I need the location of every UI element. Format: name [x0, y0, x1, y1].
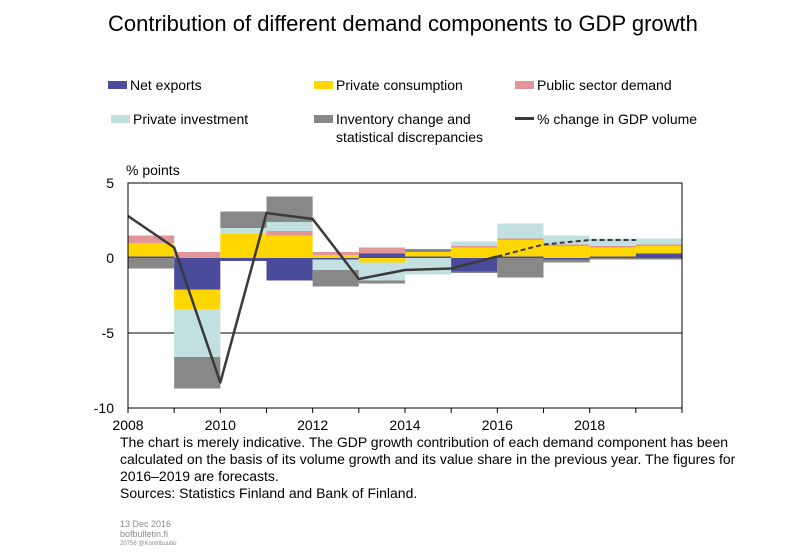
bar-segment-private-2018	[589, 247, 636, 257]
legend-item-public-sector-demand: Public sector demand	[515, 76, 672, 94]
y-tick-label: -5	[102, 325, 115, 341]
bar-segment-private-2012	[312, 259, 359, 270]
bar-segment-net-2008	[128, 256, 175, 258]
bar-segment-inventory-2010	[220, 211, 267, 228]
bar-segment-inventory-2015	[451, 271, 498, 273]
bar-segment-public-2017	[543, 244, 590, 246]
bar-segment-net-2014	[405, 256, 452, 258]
y-tick-label: -10	[94, 400, 114, 416]
x-tick-label: 2014	[389, 417, 420, 433]
bar-segment-private-2015	[451, 247, 498, 258]
bar-segment-public-2011	[266, 231, 313, 236]
bar-segment-net-2019	[635, 253, 682, 258]
bar-segment-private-2017	[543, 235, 590, 245]
legend-label: Net exports	[130, 77, 202, 93]
sources-text: Sources: Statistics Finland and Bank of …	[120, 485, 418, 501]
bar-segment-private-2013	[358, 258, 405, 263]
bar-segment-public-2012	[312, 252, 359, 255]
bar-segment-private-2008	[128, 243, 175, 257]
legend-item-private-investment: Private investment	[111, 110, 249, 128]
x-tick-label: 2018	[574, 417, 605, 433]
bar-segment-net-2016	[497, 256, 544, 258]
legend-label: Private consumption	[336, 77, 463, 93]
bar-segment-private-2010	[220, 228, 267, 234]
legend-item-gdp-volume: % change in GDP volume	[515, 110, 698, 128]
bar-segment-inventory-2008	[128, 258, 175, 269]
legend-item-net-exports: Net exports	[108, 76, 202, 94]
footer: 13 Dec 2016 bofbulletin.fi 20756 @Kontri…	[120, 519, 176, 549]
bar-segment-private-2011	[266, 235, 313, 258]
bar-segment-public-2008	[128, 235, 175, 243]
chart-title: Contribution of different demand compone…	[108, 11, 698, 36]
bar-segment-private-2019	[635, 246, 682, 254]
bar-segment-private-2016	[497, 240, 544, 257]
y-axis-label: % points	[126, 162, 180, 178]
bar-segment-net-2010	[220, 258, 267, 261]
legend-label: Private investment	[133, 111, 249, 127]
legend-item-inventory-change: Inventory change and statistical discrep…	[314, 110, 511, 146]
x-tick-label: 2008	[112, 417, 143, 433]
bar-segment-net-2018	[589, 256, 636, 258]
footer-site: bofbulletin.fi	[120, 529, 169, 539]
bar-segment-inventory-2018	[589, 258, 636, 260]
bar-segment-private-2012	[312, 255, 359, 258]
bar-segment-private-2019	[635, 238, 682, 245]
bar-segment-public-2009	[174, 252, 221, 258]
bar-segment-inventory-2012	[312, 270, 359, 287]
legend-swatch	[111, 115, 130, 123]
legend-swatch	[515, 117, 534, 120]
bar-segment-inventory-2017	[543, 259, 590, 263]
bar-segment-net-2011	[266, 258, 313, 281]
bar-segment-private-2016	[497, 223, 544, 239]
bar-segment-inventory-2019	[635, 258, 682, 260]
legend-swatch	[314, 81, 333, 89]
bar-segment-net-2015	[451, 258, 498, 272]
bar-segment-public-2015	[451, 246, 498, 248]
legend-swatch	[515, 81, 534, 89]
bar-segment-inventory-2014	[405, 249, 452, 252]
legend-label: Public sector demand	[537, 77, 672, 93]
legend-label: % change in GDP volume	[537, 111, 698, 127]
bar-segment-public-2018	[589, 246, 636, 248]
bar-segment-inventory-2013	[358, 280, 405, 284]
y-tick-label: 0	[106, 250, 114, 266]
bar-segment-inventory-2016	[497, 258, 544, 278]
legend-item-private-consumption: Private consumption	[314, 76, 463, 94]
bar-segment-public-2016	[497, 238, 544, 240]
legend-swatch	[108, 81, 127, 89]
note-text: The chart is merely indicative. The GDP …	[120, 434, 736, 484]
bar-segment-private-2014	[405, 252, 452, 257]
bar-segment-private-2015	[451, 241, 498, 246]
bar-segment-net-2013	[358, 253, 405, 258]
x-tick-label: 2012	[297, 417, 328, 433]
chart-notes: The chart is merely indicative. The GDP …	[120, 434, 750, 502]
bar-segment-net-2012	[312, 258, 359, 260]
gdp-volume-line	[127, 211, 498, 384]
x-tick-label: 2016	[482, 417, 513, 433]
y-tick-label: 5	[106, 175, 114, 191]
x-tick-label: 2010	[205, 417, 236, 433]
bar-segment-public-2019	[635, 244, 682, 246]
bar-segment-private-2011	[266, 222, 313, 231]
bar-segment-net-2017	[543, 258, 590, 260]
footer-date: 13 Dec 2016	[120, 519, 172, 529]
footer-code: 20756 @Kontribuutio	[120, 541, 177, 547]
bar-segment-net-2009	[174, 258, 221, 290]
legend-swatch	[314, 115, 333, 123]
bar-segment-public-2013	[358, 247, 405, 254]
bar-segment-private-2009	[174, 289, 221, 309]
legend-label: Inventory change and statistical discrep…	[336, 111, 484, 145]
bar-segment-private-2017	[543, 246, 590, 258]
bar-segment-private-2014	[405, 258, 452, 275]
bar-segment-private-2018	[589, 238, 636, 246]
